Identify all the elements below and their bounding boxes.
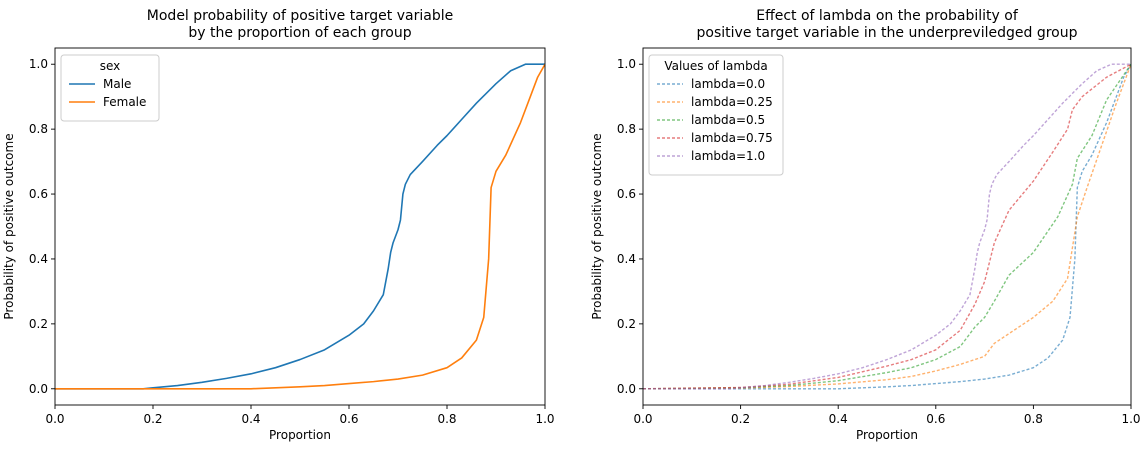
y-axis-label: Probability of positive outcome [2,133,16,319]
x-tick-label: 0.0 [633,412,652,426]
y-tick-label: 0.2 [617,317,636,331]
x-tick-label: 1.0 [535,412,554,426]
legend-item-label: lambda=1.0 [691,149,765,163]
x-tick-label: 0.8 [437,412,456,426]
y-tick-label: 0.4 [617,252,636,266]
x-tick-label: 0.8 [1024,412,1043,426]
x-tick-label: 0.6 [339,412,358,426]
chart-panel-2: Effect of lambda on the probability of po… [590,8,1141,442]
x-tick-label: 0.6 [926,412,945,426]
x-tick-label: 0.2 [143,412,162,426]
legend-item-label: Male [103,77,131,91]
series-line-lambda-0-25 [643,63,1131,390]
chart-panel-1: Model probability of positive target var… [2,8,555,442]
chart-title: Model probability of positive target var… [147,8,453,41]
x-tick-label: 0.0 [45,412,64,426]
legend-item-label: Female [103,95,146,109]
y-tick-label: 0.8 [617,122,636,136]
y-tick-label: 0.0 [617,382,636,396]
series-line-male [55,63,545,390]
x-tick-label: 1.0 [1121,412,1140,426]
y-tick-label: 1.0 [617,57,636,71]
series-line-lambda-0-5 [643,63,1131,390]
y-tick-label: 0.2 [29,317,48,331]
x-tick-label: 0.4 [241,412,260,426]
y-tick-label: 0.6 [617,187,636,201]
legend: sex Male Female [60,54,160,122]
y-tick-label: 0.0 [29,382,48,396]
chart-title: Effect of lambda on the probability of po… [697,8,1078,41]
x-axis-label: Proportion [856,428,918,442]
legend-box [648,54,784,176]
plot-frame [54,47,546,406]
y-tick-label: 0.6 [29,187,48,201]
legend-item-label: lambda=0.5 [691,113,765,127]
y-tick-label: 0.4 [29,252,48,266]
legend-box [60,54,160,122]
y-tick-label: 0.8 [29,122,48,136]
x-tick-label: 0.4 [829,412,848,426]
series-group [643,63,1131,390]
x-axis-label: Proportion [269,428,331,442]
legend: Values of lambda lambda=0.0 lambda=0.25 lam… [648,54,784,176]
x-tick-label: 0.2 [731,412,750,426]
legend-item-label: lambda=0.0 [691,77,765,91]
plot-frame [642,47,1132,406]
legend-title: Values of lambda [664,59,767,73]
series-group [55,63,545,390]
series-line-lambda-1-0 [643,63,1131,390]
y-axis-label: Probability of positive outcome [590,133,604,319]
legend-title: sex [100,59,121,73]
y-tick-label: 1.0 [29,57,48,71]
series-line-lambda-0-75 [643,63,1131,390]
legend-item-label: lambda=0.75 [691,131,773,145]
series-line-female [55,63,545,390]
series-line-lambda-0-0 [643,63,1131,390]
legend-item-label: lambda=0.25 [691,95,773,109]
